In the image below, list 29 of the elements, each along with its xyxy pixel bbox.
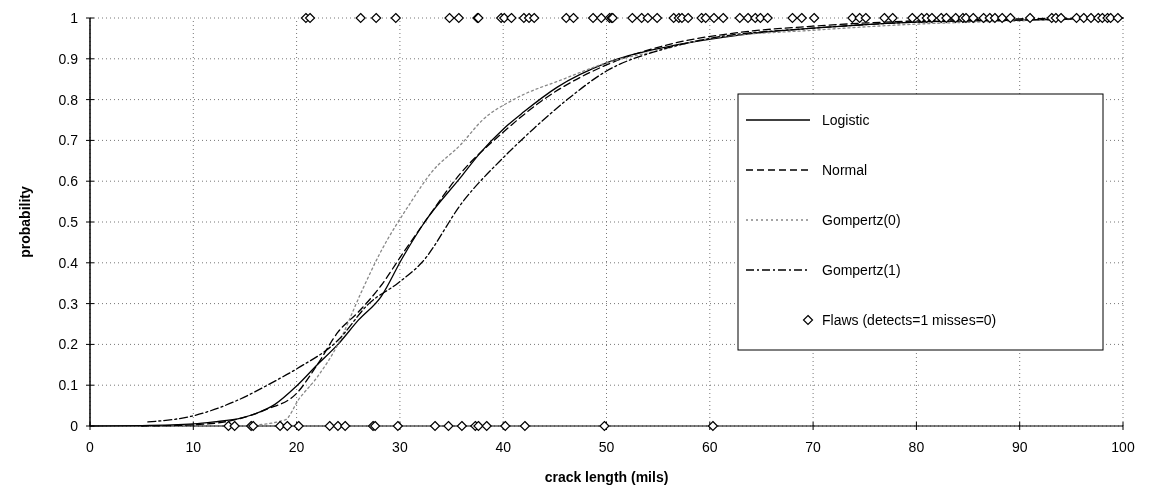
y-tick-label: 0.9: [58, 50, 79, 67]
y-tick-label: 0.4: [58, 254, 79, 271]
y-tick-label: 0.7: [58, 132, 79, 149]
x-axis-title: crack length (mils): [544, 469, 669, 485]
x-tick-label: 10: [185, 439, 202, 455]
y-tick-label: 0.1: [58, 377, 79, 394]
x-tick-label: 50: [598, 439, 615, 455]
legend-label: Flaws (detects=1 misses=0): [822, 312, 997, 328]
legend-label: Gompertz(0): [822, 212, 901, 228]
x-tick-label: 70: [805, 439, 822, 455]
y-tick-label: 0.2: [58, 336, 79, 353]
y-tick-label: 0: [70, 418, 79, 434]
legend-label: Logistic: [822, 112, 870, 128]
legend-label: Gompertz(1): [822, 262, 901, 278]
y-tick-label: 1: [70, 10, 79, 26]
y-tick-label: 0.6: [58, 173, 79, 190]
x-tick-label: 0: [86, 439, 95, 455]
x-tick-label: 40: [495, 439, 512, 455]
x-tick-label: 20: [288, 439, 305, 455]
legend-label: Normal: [822, 162, 868, 178]
x-tick-label: 60: [702, 439, 718, 455]
x-tick-label: 80: [908, 439, 925, 455]
y-tick-label: 0.3: [58, 295, 79, 312]
y-axis-title: probability: [17, 186, 33, 258]
x-tick-label: 100: [1111, 439, 1135, 455]
x-tick-label: 90: [1011, 439, 1028, 455]
x-tick-label: 30: [392, 439, 408, 455]
y-tick-label: 0.8: [58, 91, 79, 108]
y-tick-label: 0.5: [58, 214, 79, 230]
